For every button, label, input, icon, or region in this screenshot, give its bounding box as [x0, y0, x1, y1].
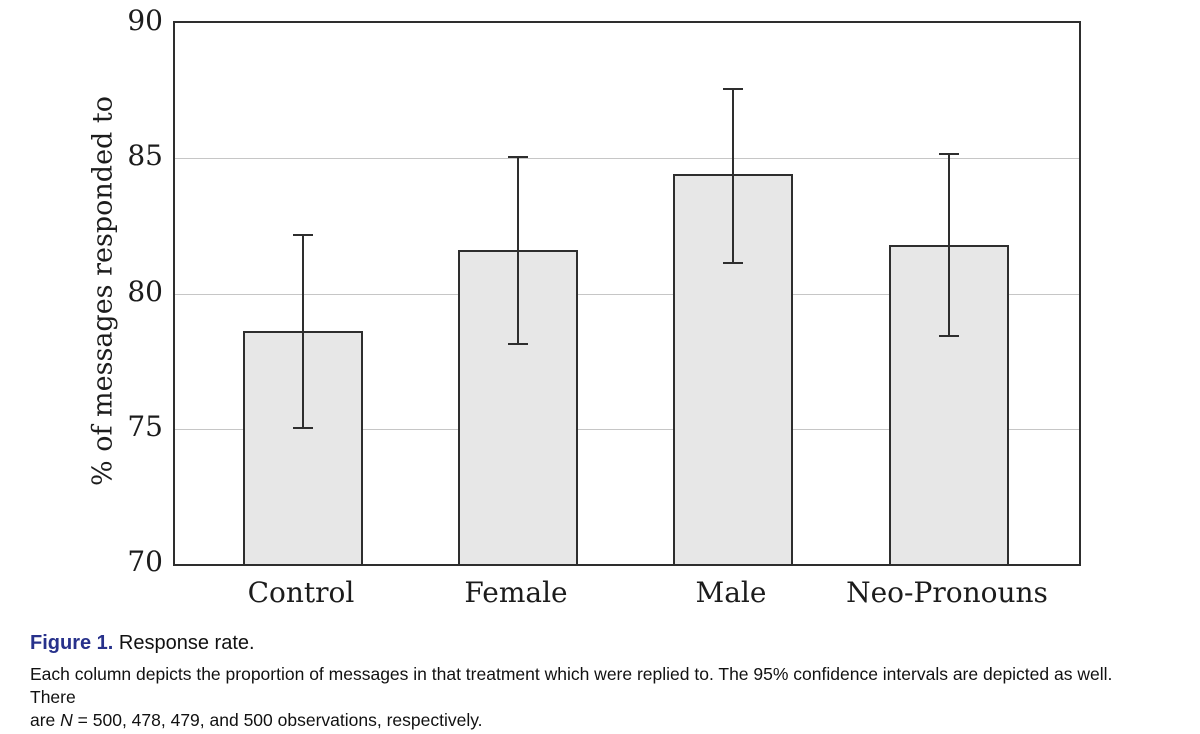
error-bar-control: [293, 233, 313, 429]
x-tick-label-neo-pronouns: Neo-Pronouns: [846, 576, 1048, 609]
error-bar-cap-bottom-control: [293, 426, 313, 429]
y-tick-label-75: 75: [127, 409, 163, 443]
y-tick-label-70: 70: [127, 545, 163, 578]
caption-body-line2-suffix: = 500, 478, 479, and 500 observations, r…: [72, 710, 483, 730]
plot-area: [173, 21, 1081, 566]
y-tick-label-90: 90: [127, 4, 163, 37]
figure-caption: Figure 1. Response rate. Each column dep…: [30, 630, 1152, 732]
x-tick-label-female: Female: [464, 576, 568, 609]
caption-body: Each column depicts the proportion of me…: [30, 663, 1152, 732]
error-bar-stem-neo-pronouns: [948, 152, 950, 337]
caption-heading: Figure 1. Response rate.: [30, 630, 1152, 656]
error-bar-stem-male: [732, 87, 734, 264]
error-bar-stem-female: [517, 155, 519, 345]
error-bar-female: [508, 155, 528, 345]
caption-title: Response rate.: [118, 632, 255, 654]
gridline-75: [175, 428, 1079, 430]
x-tick-label-male: Male: [695, 576, 767, 609]
gridline-80: [175, 293, 1079, 295]
x-tick-label-control: Control: [247, 576, 355, 609]
error-bar-cap-bottom-female: [508, 342, 528, 345]
error-bar-neo-pronouns: [939, 152, 959, 337]
caption-n-symbol: N: [60, 710, 73, 730]
y-tick-label-85: 85: [127, 139, 163, 173]
error-bar-cap-bottom-male: [723, 261, 743, 264]
error-bar-cap-bottom-neo-pronouns: [939, 334, 959, 337]
gridline-85: [175, 158, 1079, 160]
caption-body-line1: Each column depicts the proportion of me…: [30, 664, 1113, 707]
caption-label: Figure 1.: [30, 632, 114, 654]
error-bar-stem-control: [302, 233, 304, 429]
error-bar-male: [723, 87, 743, 264]
caption-body-line2-prefix: are: [30, 710, 61, 730]
figure-canvas: % of messages responded to Control Female…: [88, 4, 1081, 609]
y-tick-label-80: 80: [127, 274, 163, 308]
